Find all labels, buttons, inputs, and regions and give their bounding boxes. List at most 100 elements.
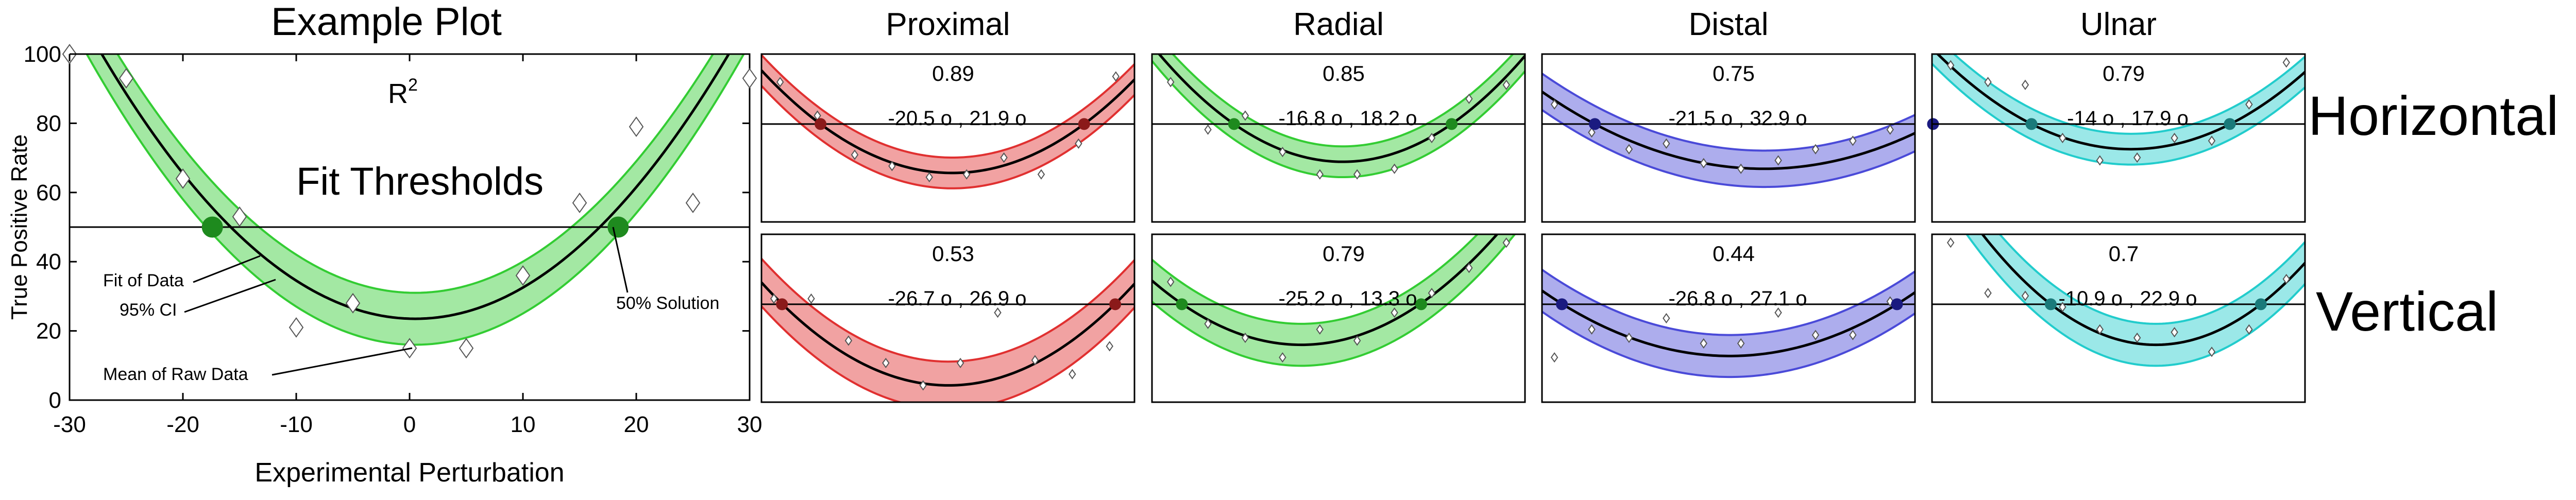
raw-point [629,116,644,137]
column-title-distal: Distal [1688,7,1768,42]
column-title-ulnar: Ulnar [2080,7,2157,42]
panel-frame [1931,53,2306,223]
fit-curve [1980,234,2305,347]
threshold-marker [201,216,223,238]
raw-point [2059,302,2066,313]
raw-point [1774,307,1782,318]
raw-point [118,68,134,89]
ci-upper-edge [761,258,1134,363]
x-tick-label: 30 [737,412,762,437]
raw-point [1588,127,1596,138]
panel-horizontal-1: 0.89 -20.5 o , 21.9 o [760,53,1136,223]
annotation-ci-line [184,279,276,313]
raw-point [1428,132,1436,144]
r2-value: 0.75 [1713,61,1755,85]
raw-point [1625,332,1633,343]
raw-point [1663,138,1670,149]
annotation-solution: 50% Solution [616,294,719,313]
raw-point [2021,79,2029,90]
threshold-marker [2224,118,2236,130]
ci-upper-edge [761,54,1134,159]
panel-horizontal-3: 0.75 -21.5 o , 32.9 o [1541,53,1939,223]
threshold-marker [1228,118,1240,130]
ci-lower-edge [1152,234,1516,367]
raw-point [2208,135,2216,146]
x-tick-label: -10 [280,412,313,437]
raw-point [851,149,859,160]
raw-point [844,335,853,346]
raw-point [1984,77,1992,88]
raw-point [2245,99,2253,110]
panel-frame [1151,53,1526,223]
fit-curve [761,281,1134,387]
raw-point [232,206,247,227]
example-axis-ticks: -30 -20 -10 0 10 20 30 0 20 40 60 80 100 [24,42,762,437]
example-title: Example Plot [271,0,502,44]
raw-point [2096,324,2104,335]
raw-point [1886,124,1894,135]
ci-lower-edge [1542,311,1915,378]
threshold-marker [1109,298,1122,311]
panel-horizontal-4: 0.79 -14 o , 17.9 o [1931,53,2306,223]
x-tick-label: -20 [166,412,199,437]
panel-vertical-2: 0.79 -25.2 o , 13.3 o [1151,233,1526,403]
ci-band [1967,234,2305,366]
ci-upper-edge [1542,269,1915,336]
annotation-solution-line [612,227,629,293]
raw-point [742,68,757,89]
r2-sup: 2 [408,75,418,95]
raw-point [1465,93,1473,105]
raw-point [1031,355,1039,366]
raw-point [1037,169,1045,180]
ci-lower-edge [1542,109,1915,188]
small-panels: 0.89 -20.5 o , 21.9 o 0.85 -16.8 o , 18.2 o… [760,53,2306,403]
y-tick-label: 0 [49,388,61,413]
raw-point [1700,338,1707,349]
raw-point [1984,287,1992,299]
threshold-marker [607,216,629,238]
raw-point [882,357,890,369]
annotation-mean-line [272,347,413,376]
threshold-values: -16.8 o , 18.2 o [1278,107,1417,130]
y-tick-label: 100 [24,42,61,67]
annotation-mean-raw: Mean of Raw Data [103,365,248,384]
panel-frame [760,233,1136,403]
column-title-proximal: Proximal [886,7,1010,42]
threshold-marker [1589,118,1601,130]
raw-point [1946,237,1955,248]
ci-band [87,54,744,345]
threshold-values: -21.5 o , 32.9 o [1668,107,1807,130]
ci-upper-edge [116,54,715,294]
raw-point [459,338,474,359]
r2-value: 0.79 [2103,61,2145,85]
threshold-marker [1176,298,1188,311]
threshold-marker [2044,298,2057,311]
raw-point [1774,155,1782,166]
raw-point [1625,144,1633,154]
raw-point [289,317,304,338]
example-xlabel: Experimental Perturbation [255,458,564,488]
ci-band [1542,269,1915,377]
annotation-fit-of-data: Fit of Data [103,271,184,290]
y-tick-label: 60 [36,180,61,205]
raw-point [1465,263,1473,273]
r2-r: R [388,78,408,109]
raw-point [919,380,927,391]
raw-point [685,193,701,213]
raw-point [2021,290,2029,301]
raw-point [1166,277,1175,287]
raw-point [1316,169,1324,180]
threshold-values: -26.8 o , 27.1 o [1668,287,1807,310]
ci-lower-edge [1932,63,2305,166]
threshold-marker [2255,298,2267,311]
raw-point [345,292,361,314]
threshold-marker [1415,298,1427,311]
r2-value: 0.89 [932,61,974,85]
raw-point [1502,79,1511,90]
ci-upper-edge [1998,234,2305,325]
raw-point [2096,155,2104,166]
raw-point [925,171,934,183]
fit-thresholds-label: Fit Thresholds [296,160,544,203]
